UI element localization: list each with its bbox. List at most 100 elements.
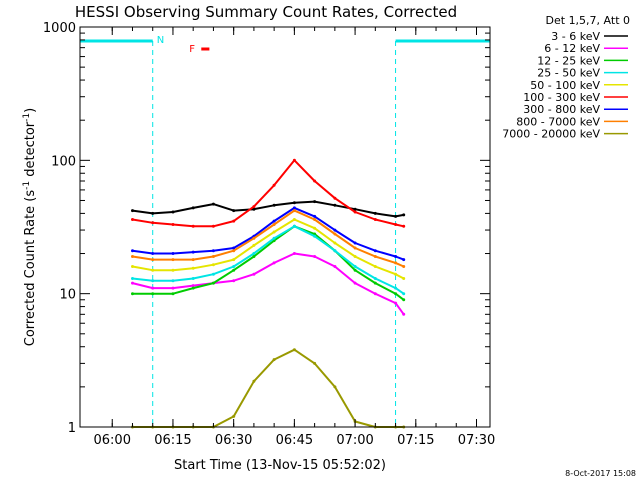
data-point-s7-9 <box>292 206 296 210</box>
y-tick-label-2: 10 <box>59 288 76 303</box>
data-point-s4-12 <box>353 265 357 268</box>
legend-label-5: 50 - 100 keV <box>530 79 600 92</box>
data-point-s3-15 <box>402 298 406 302</box>
data-point-s3-5 <box>211 281 215 285</box>
x-axis: 06:00 06:15 06:30 06:45 07:00 07:15 07:30 <box>94 27 495 448</box>
data-point-s3-14 <box>394 292 398 296</box>
data-point-s1-13 <box>373 211 377 215</box>
data-point-s9-9 <box>292 348 296 352</box>
generation-timestamp: 8-Oct-2017 15:08 <box>565 469 636 478</box>
data-point-s6-12 <box>353 210 357 214</box>
data-point-s5-10 <box>313 226 317 230</box>
data-point-s1-6 <box>232 209 236 213</box>
legend-title: Det 1,5,7, Att 0 <box>546 14 630 27</box>
data-point-s5-14 <box>394 272 398 276</box>
data-point-s6-4 <box>191 224 195 228</box>
data-point-s9-11 <box>333 385 337 389</box>
x-tick-label-2: 06:15 <box>154 433 191 448</box>
y-label-exp-1: -1 <box>22 181 32 190</box>
data-point-s7-8 <box>272 219 276 223</box>
data-point-s8-11 <box>333 232 337 236</box>
data-point-s5-13 <box>373 265 377 268</box>
data-point-s4-15 <box>402 292 406 296</box>
legend-label-7: 300 - 800 keV <box>523 103 600 116</box>
data-point-s4-1 <box>131 277 134 280</box>
legend-label-4: 25 - 50 keV <box>537 67 600 80</box>
data-point-s6-2 <box>151 221 155 225</box>
y-tick-label-3: 100 <box>51 154 76 169</box>
data-point-s2-11 <box>333 265 337 268</box>
x-tick-label-7: 07:30 <box>458 433 495 448</box>
x-tick-label-1: 06:00 <box>94 433 131 448</box>
data-point-s1-10 <box>313 200 317 204</box>
data-point-s3-13 <box>373 281 377 285</box>
data-point-s8-14 <box>394 261 398 265</box>
chart-title: HESSI Observing Summary Count Rates, Cor… <box>75 3 457 21</box>
data-point-s8-4 <box>191 258 195 262</box>
data-point-s1-15 <box>402 213 406 217</box>
data-point-s7-6 <box>232 246 236 250</box>
data-point-s2-13 <box>373 292 377 296</box>
data-point-s7-12 <box>353 241 357 245</box>
x-tick-label-6: 07:15 <box>397 433 434 448</box>
data-point-s6-13 <box>373 218 377 221</box>
data-point-s2-14 <box>394 301 398 305</box>
data-point-s8-12 <box>353 246 357 250</box>
data-point-s1-14 <box>394 214 398 218</box>
night-label: N <box>157 35 164 46</box>
data-point-s3-7 <box>252 255 256 258</box>
series-group <box>131 158 406 429</box>
data-point-s6-11 <box>333 196 337 200</box>
data-point-s8-2 <box>151 258 155 262</box>
data-point-s7-1 <box>131 249 134 253</box>
legend-label-1: 3 - 6 keV <box>551 30 600 43</box>
data-point-s7-4 <box>191 250 195 254</box>
data-point-s7-5 <box>211 249 215 253</box>
data-point-s1-5 <box>211 202 215 206</box>
data-point-s1-7 <box>252 207 256 211</box>
data-point-s4-14 <box>394 286 398 290</box>
data-point-s4-7 <box>252 252 256 255</box>
data-point-s4-9 <box>292 224 296 228</box>
data-point-s1-8 <box>272 203 276 207</box>
data-point-s9-6 <box>232 414 236 418</box>
x-tick-label-3: 06:30 <box>215 433 252 448</box>
data-point-s8-9 <box>292 209 296 213</box>
data-point-s5-7 <box>252 243 256 247</box>
data-point-s9-10 <box>313 361 317 365</box>
data-point-s5-12 <box>353 255 357 258</box>
data-point-s4-10 <box>313 234 317 238</box>
data-point-s8-13 <box>373 255 377 258</box>
data-point-s2-8 <box>272 261 276 265</box>
data-point-s7-2 <box>151 252 155 255</box>
data-point-s7-14 <box>394 255 398 258</box>
data-point-s9-7 <box>252 379 256 383</box>
data-point-s7-13 <box>373 249 377 253</box>
data-point-s2-2 <box>151 286 155 290</box>
data-point-s2-10 <box>313 255 317 258</box>
data-point-s6-6 <box>232 219 236 223</box>
data-point-s6-14 <box>394 223 398 226</box>
data-point-s8-7 <box>252 236 256 240</box>
data-point-s8-15 <box>402 265 406 268</box>
data-point-s1-4 <box>191 206 195 210</box>
data-point-s3-3 <box>171 292 175 296</box>
y-label-exp-2: -1 <box>22 113 32 122</box>
data-point-s2-9 <box>292 252 296 255</box>
data-point-s1-3 <box>171 210 175 214</box>
plot-frame <box>79 26 491 428</box>
series-line-6 <box>132 159 404 228</box>
data-point-s8-3 <box>171 258 175 262</box>
legend-label-6: 100 - 300 keV <box>523 91 600 104</box>
data-point-s4-8 <box>272 236 276 240</box>
legend-label-9: 7000 - 20000 keV <box>502 128 600 141</box>
data-point-s5-5 <box>211 263 215 267</box>
data-point-s6-15 <box>402 224 406 228</box>
data-point-s8-8 <box>272 223 276 226</box>
data-point-s1-2 <box>151 211 155 215</box>
data-point-s8-1 <box>131 255 134 258</box>
data-point-s5-4 <box>191 266 195 270</box>
data-point-s6-1 <box>131 218 134 221</box>
legend-label-2: 6 - 12 keV <box>544 42 600 55</box>
data-point-s5-11 <box>333 241 337 245</box>
